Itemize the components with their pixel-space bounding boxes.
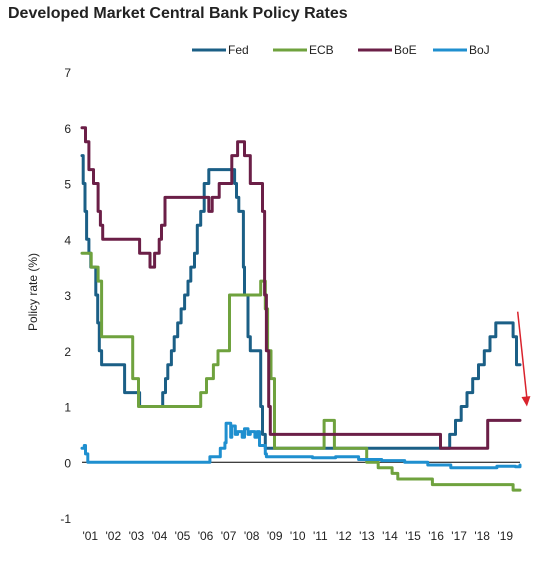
y-tick-label: 0: [64, 456, 71, 470]
annotation-group: [516, 311, 531, 407]
y-axis-label: Policy rate (%): [26, 253, 40, 331]
x-tick-label: '08: [244, 529, 260, 543]
y-tick-label: 4: [64, 233, 71, 247]
annotation-arrow-head: [521, 396, 531, 407]
y-tick-label: 6: [64, 122, 71, 136]
legend: Fed ECB BoE BoJ: [192, 43, 490, 57]
legend-label-boj: BoJ: [469, 43, 490, 57]
x-tick-label: '04: [152, 529, 168, 543]
x-tick-label: '13: [359, 529, 375, 543]
x-tick-label: '09: [267, 529, 283, 543]
x-tick-label: '11: [313, 529, 328, 543]
legend-label-boe: BoE: [394, 43, 417, 57]
series-line-ecb: [80, 251, 522, 492]
y-axis: -1 0 1 2 3 4 5 6 7: [60, 66, 71, 526]
x-tick-label: '15: [405, 529, 421, 543]
y-tick-label: 5: [64, 178, 71, 192]
x-tick-label: '06: [198, 529, 214, 543]
annotation-arrow-line: [516, 311, 528, 399]
y-tick-label: 3: [64, 289, 71, 303]
x-tick-label: '03: [129, 529, 145, 543]
x-tick-label: '14: [382, 529, 398, 543]
x-axis: '01 '02 '03 '04 '05 '06 '07 '08 '09 '10 '11 '12 '13 '…: [82, 529, 513, 543]
x-tick-label: '07: [221, 529, 237, 543]
x-tick-label: '19: [497, 529, 513, 543]
legend-label-fed: Fed: [228, 43, 249, 57]
y-tick-label: 1: [64, 401, 71, 415]
series-line-boj: [80, 421, 522, 470]
x-tick-label: '05: [175, 529, 191, 543]
legend-label-ecb: ECB: [309, 43, 334, 57]
y-tick-label: 7: [64, 66, 71, 80]
x-tick-label: '12: [336, 529, 352, 543]
series-line-boe: [80, 126, 522, 450]
x-tick-label: '17: [451, 529, 467, 543]
y-tick-label: -1: [60, 512, 71, 526]
series-group: [80, 126, 522, 492]
x-tick-label: '16: [428, 529, 444, 543]
x-tick-label: '01: [82, 529, 98, 543]
x-tick-label: '18: [474, 529, 490, 543]
y-tick-label: 2: [64, 345, 71, 359]
x-tick-label: '02: [106, 529, 122, 543]
x-tick-label: '10: [290, 529, 306, 543]
series-line-fed: [80, 154, 522, 450]
chart-title: Developed Market Central Bank Policy Rat…: [8, 5, 348, 22]
